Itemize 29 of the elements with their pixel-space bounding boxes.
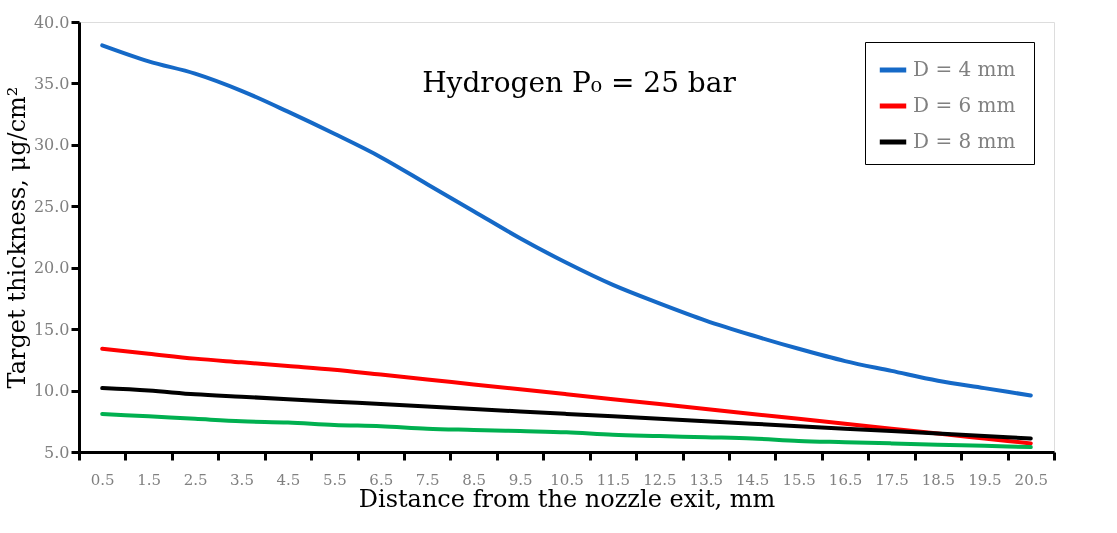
y-tick-label: 40.0 (33, 12, 70, 32)
line-series (100, 346, 1033, 446)
y-tick-label: 15.0 (33, 319, 70, 339)
text: Hydrogen P₀ = 25 bar (422, 66, 737, 99)
x-tick-label: 5.5 (322, 470, 347, 489)
x-tick-label: 2.5 (183, 470, 208, 489)
y-tick-label: 20.0 (33, 258, 70, 278)
y-tick-label: 35.0 (33, 73, 70, 93)
y-tick-label: 30.0 (33, 135, 70, 155)
x-tick-label: 17.5 (875, 470, 909, 489)
legend-label: D = 6 mm (913, 93, 1016, 117)
y-tick-label: 25.0 (33, 196, 70, 216)
y-tick-label: 10.0 (33, 381, 70, 401)
legend-label: D = 8 mm (913, 129, 1016, 153)
x-tick-label: 1.5 (137, 470, 162, 489)
x-tick-label: 18.5 (921, 470, 956, 489)
x-tick-label: 3.5 (230, 470, 254, 489)
y-axis-title: Target thickness, μg/cm² (2, 86, 31, 389)
x-tick-label: 4.5 (276, 470, 301, 489)
x-tick-label: 19.5 (968, 470, 1002, 489)
x-tick-label: 15.5 (782, 470, 816, 489)
line-series (100, 386, 1033, 441)
line-series (100, 43, 1033, 398)
y-tick-label: 5.0 (44, 442, 70, 462)
x-tick-label: 16.5 (828, 470, 863, 489)
x-tick-label: 0.5 (90, 470, 115, 489)
x-tick-label: 20.5 (1014, 470, 1048, 489)
legend-label: D = 4 mm (913, 57, 1016, 81)
line-series (100, 411, 1033, 450)
